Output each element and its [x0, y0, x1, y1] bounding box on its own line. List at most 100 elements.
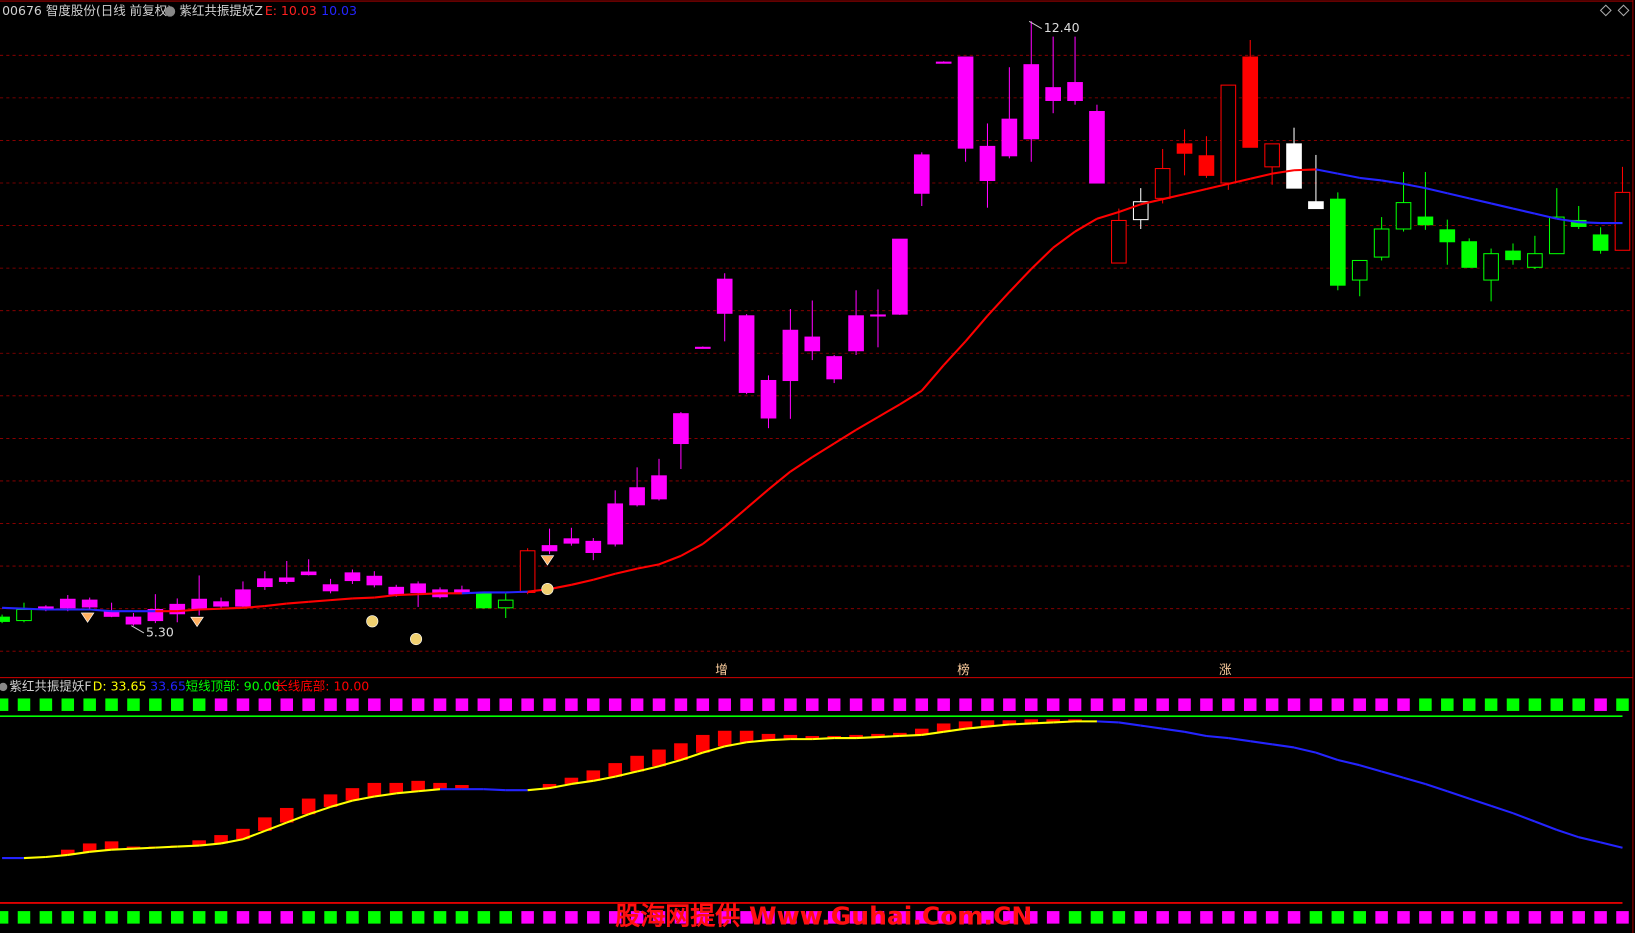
series-line	[856, 735, 879, 740]
series-line	[1600, 841, 1623, 849]
candle-body	[125, 616, 142, 625]
series-line	[89, 848, 112, 853]
series-line	[1578, 836, 1601, 844]
candle-body	[388, 586, 405, 595]
series-line	[1184, 187, 1207, 196]
series-line	[308, 599, 331, 603]
series-line	[1556, 217, 1579, 224]
series-line	[1534, 212, 1558, 220]
candle-body	[235, 589, 251, 607]
series-line	[1315, 168, 1339, 175]
signal-square	[214, 698, 228, 711]
series-line	[352, 596, 375, 600]
money-bag-icon	[410, 632, 423, 646]
series-line	[177, 608, 200, 613]
histogram-bar	[696, 734, 710, 753]
signal-square	[696, 698, 710, 711]
signal-square	[1178, 911, 1191, 924]
signal-square	[959, 911, 972, 924]
signal-square	[1353, 911, 1366, 924]
series-line	[614, 567, 638, 575]
signal-square	[1287, 911, 1301, 924]
signal-square	[39, 698, 53, 711]
candle-body	[1176, 143, 1193, 154]
candle-body	[1045, 87, 1061, 101]
series-line	[23, 607, 46, 611]
candle-body	[913, 154, 930, 194]
signal-square	[893, 911, 907, 924]
signal-square	[1200, 698, 1213, 711]
candle-body	[1483, 253, 1499, 281]
candle-body	[1417, 216, 1434, 226]
signal-square	[740, 698, 753, 711]
series-line	[242, 829, 266, 841]
signal-square	[1287, 698, 1301, 711]
series-line	[286, 600, 309, 605]
series-value-label: 33.65	[150, 678, 186, 693]
signal-square	[937, 698, 950, 711]
series-line	[286, 813, 310, 824]
series-line	[746, 739, 769, 744]
series-line	[614, 770, 638, 778]
histogram-bar	[192, 840, 206, 846]
series-line	[1293, 168, 1316, 172]
series-line	[877, 734, 900, 739]
series-line	[1578, 221, 1601, 225]
candle-body	[1264, 143, 1280, 168]
candle-body	[694, 346, 711, 349]
signal-square	[521, 698, 534, 711]
series-line	[921, 730, 944, 736]
series-line	[964, 315, 989, 343]
series-line	[352, 795, 375, 802]
signal-square	[1594, 911, 1607, 924]
series-line	[483, 788, 506, 792]
series-line	[745, 488, 770, 509]
signal-square	[324, 911, 337, 924]
signal-square	[1046, 698, 1060, 711]
series-line	[1271, 169, 1295, 175]
signal-square	[368, 698, 381, 711]
signal-square	[871, 911, 885, 924]
signal-square	[1419, 698, 1432, 711]
signal-square	[346, 698, 359, 711]
signal-square	[871, 698, 885, 711]
series-line	[899, 389, 923, 406]
annotation: 12.40	[1044, 20, 1080, 35]
signal-square	[1222, 911, 1235, 924]
signal-square	[17, 698, 31, 711]
histogram-bar	[411, 780, 425, 792]
candle-body	[59, 598, 76, 609]
series-line	[636, 563, 660, 570]
signal-square	[893, 698, 907, 711]
series-line	[1490, 804, 1514, 815]
candle-body	[1461, 241, 1478, 268]
candle-body	[1023, 64, 1040, 140]
signal-square	[1003, 698, 1016, 711]
series-line	[505, 590, 528, 594]
signal-square	[630, 911, 644, 924]
candle-body	[410, 583, 426, 593]
signal-square	[652, 698, 666, 711]
series-line	[1162, 727, 1185, 733]
series-line	[264, 602, 287, 608]
candle-body	[629, 487, 645, 506]
candle-body	[782, 329, 799, 382]
signal-square	[0, 698, 9, 711]
candle-body	[541, 545, 558, 552]
signal-square	[587, 911, 600, 924]
candle-body	[366, 575, 383, 586]
signal-square	[1068, 698, 1082, 711]
signal-label: 榜	[957, 662, 970, 677]
diamond-icon	[190, 616, 204, 628]
series-line	[1512, 812, 1536, 823]
signal-square	[1222, 698, 1235, 711]
signal-square	[1331, 911, 1345, 924]
signal-square	[433, 698, 447, 711]
indicator-icon	[164, 6, 176, 17]
histogram-bar	[739, 730, 754, 743]
candle-body	[673, 413, 689, 445]
signal-square	[1528, 911, 1542, 924]
candle-body	[16, 608, 32, 622]
series-line	[986, 291, 1011, 317]
